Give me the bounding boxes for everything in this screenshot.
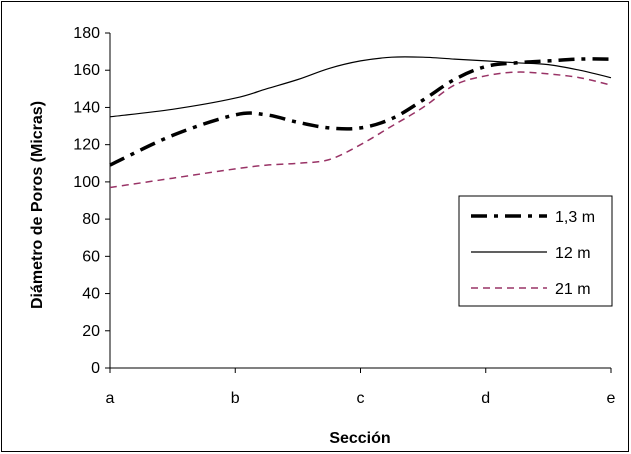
legend-label-2: 12 m — [555, 245, 591, 262]
y-tick-label: 40 — [82, 286, 100, 303]
y-tick-label: 100 — [73, 174, 100, 191]
series-layer — [109, 56, 612, 189]
y-tick-label: 180 — [73, 25, 100, 42]
y-tick-label: 140 — [73, 99, 100, 116]
y-tick-label: 120 — [73, 137, 100, 154]
y-tick-label: 20 — [82, 323, 100, 340]
x-tick-label: a — [106, 390, 115, 407]
series-line-3 — [109, 71, 612, 189]
x-axis-title: Sección — [329, 430, 390, 447]
x-tick-label: b — [231, 390, 240, 407]
y-tick-label: 160 — [73, 62, 100, 79]
x-tick-label: e — [607, 390, 616, 407]
y-tick-label: 0 — [91, 360, 100, 377]
series-line-2 — [109, 56, 612, 118]
y-tick-label: 60 — [82, 248, 100, 265]
axes: 0 20 40 60 80 100 120 140 160 180 a b c d e — [73, 25, 615, 407]
legend-label-1: 1,3 m — [555, 209, 595, 226]
y-tick-label: 80 — [82, 211, 100, 228]
y-axis-title: Diámetro de Poros (Micras) — [29, 101, 46, 309]
x-tick-label: c — [357, 390, 365, 407]
series-line-1 — [109, 57, 612, 167]
legend: 1,3 m 12 m 21 m — [458, 195, 613, 307]
x-tick-label: d — [481, 390, 490, 407]
legend-label-3: 21 m — [555, 281, 591, 298]
